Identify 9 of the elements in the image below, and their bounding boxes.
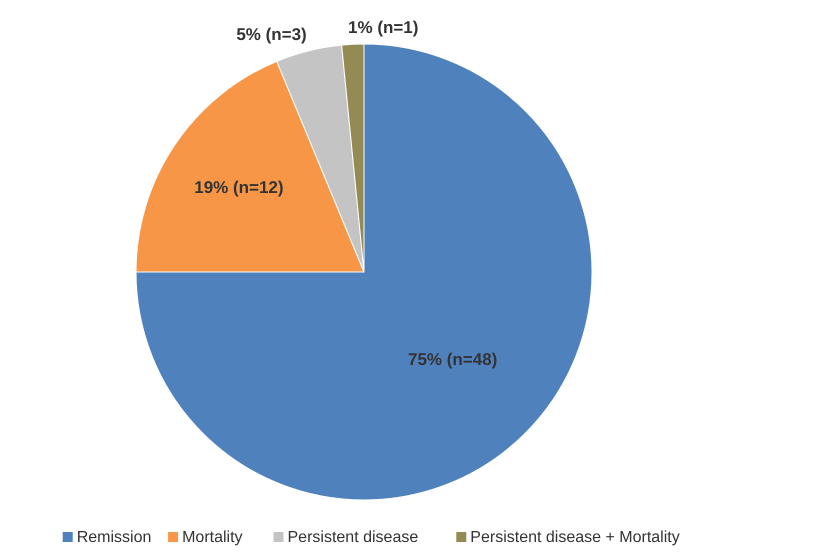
data-label: 75% (n=48): [408, 350, 498, 370]
legend-label: Remission: [76, 529, 152, 546]
legend-label: Persistent disease: [288, 529, 418, 546]
data-label: 1% (n=1): [348, 18, 418, 37]
pie-slice: [136, 44, 592, 500]
data-label: 19% (n=12): [194, 178, 284, 197]
legend-label: Mortality: [182, 529, 243, 546]
legend-label: Persistent disease + Mortality: [470, 529, 680, 546]
data-label: 5% (n=3): [236, 24, 307, 44]
